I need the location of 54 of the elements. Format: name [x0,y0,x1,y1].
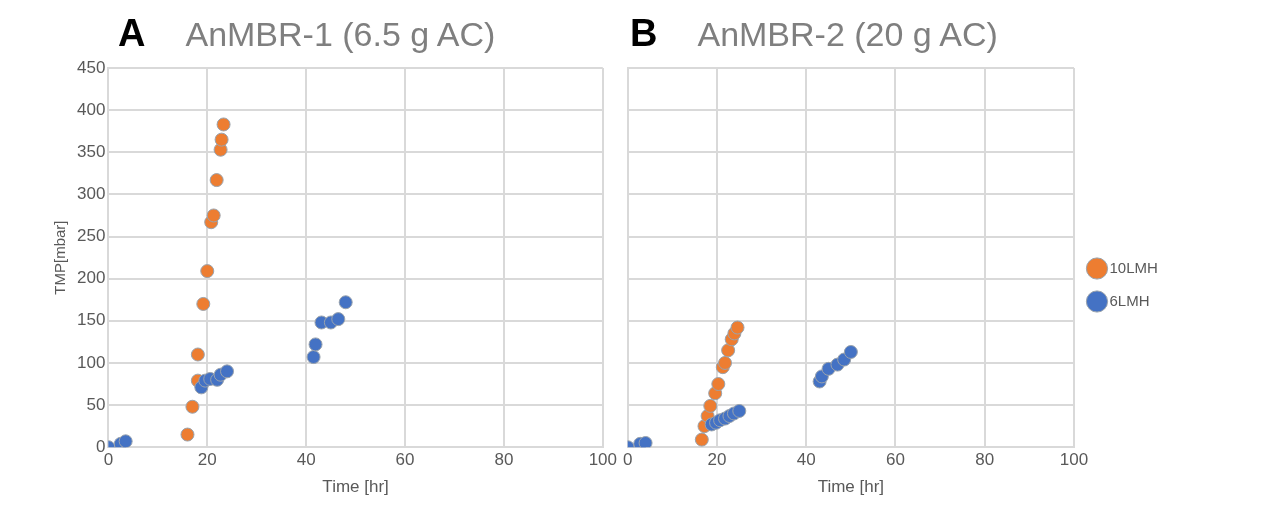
point [306,350,321,365]
point [338,295,353,310]
point [214,132,229,147]
point [190,347,205,362]
point [206,208,221,223]
x-tick-label: 80 [494,450,514,470]
x-tick-label: 40 [796,450,816,470]
y-tick-label: 0 [95,436,106,456]
x-axis-title: Time [hr] [322,477,389,497]
point [638,435,653,448]
y-tick-label: 250 [76,226,106,246]
y-tick-label: 300 [76,184,106,204]
y-tick-label: 150 [76,310,106,330]
x-tick-label: 20 [707,450,727,470]
legend-label: 10LMH [1109,258,1158,276]
point [118,434,133,448]
x-tick-label: 60 [395,450,415,470]
point [732,403,747,418]
text: A [118,12,146,55]
point [721,343,736,358]
y-tick-label: 100 [76,352,106,372]
x-tick-label: 0 [622,450,633,470]
chart-title: AnMBR-2 (20 g AC) [697,15,998,54]
point [730,320,745,335]
point [843,344,858,359]
x-tick-label: 100 [588,450,618,470]
text: B [630,12,658,55]
x-tick-label: 80 [975,450,995,470]
point [220,364,235,379]
y-tick-label: 50 [86,394,106,414]
x-tick-label: 40 [296,450,316,470]
y-axis-title: TMP[mbar] [51,220,69,295]
point [711,377,726,391]
point [331,312,346,327]
x-axis-title: Time [hr] [817,477,885,497]
legend-label: 6LMH [1109,291,1150,309]
point [200,264,215,279]
chart-title: AnMBR-1 (6.5 g AC) [185,15,496,54]
y-tick-label: 200 [76,268,106,288]
y-tick-label: 400 [76,99,106,119]
x-tick-label: 20 [197,450,217,470]
x-tick-label: 100 [1059,450,1089,470]
y-tick-label: 350 [76,141,106,161]
point [196,296,211,311]
point [718,355,733,370]
point [185,399,200,414]
x-tick-label: 60 [886,450,905,470]
y-tick-label: 450 [76,57,106,77]
point [216,117,231,132]
point [694,432,709,447]
point [180,427,195,442]
point [703,398,718,413]
point [209,173,224,188]
point [308,337,323,352]
